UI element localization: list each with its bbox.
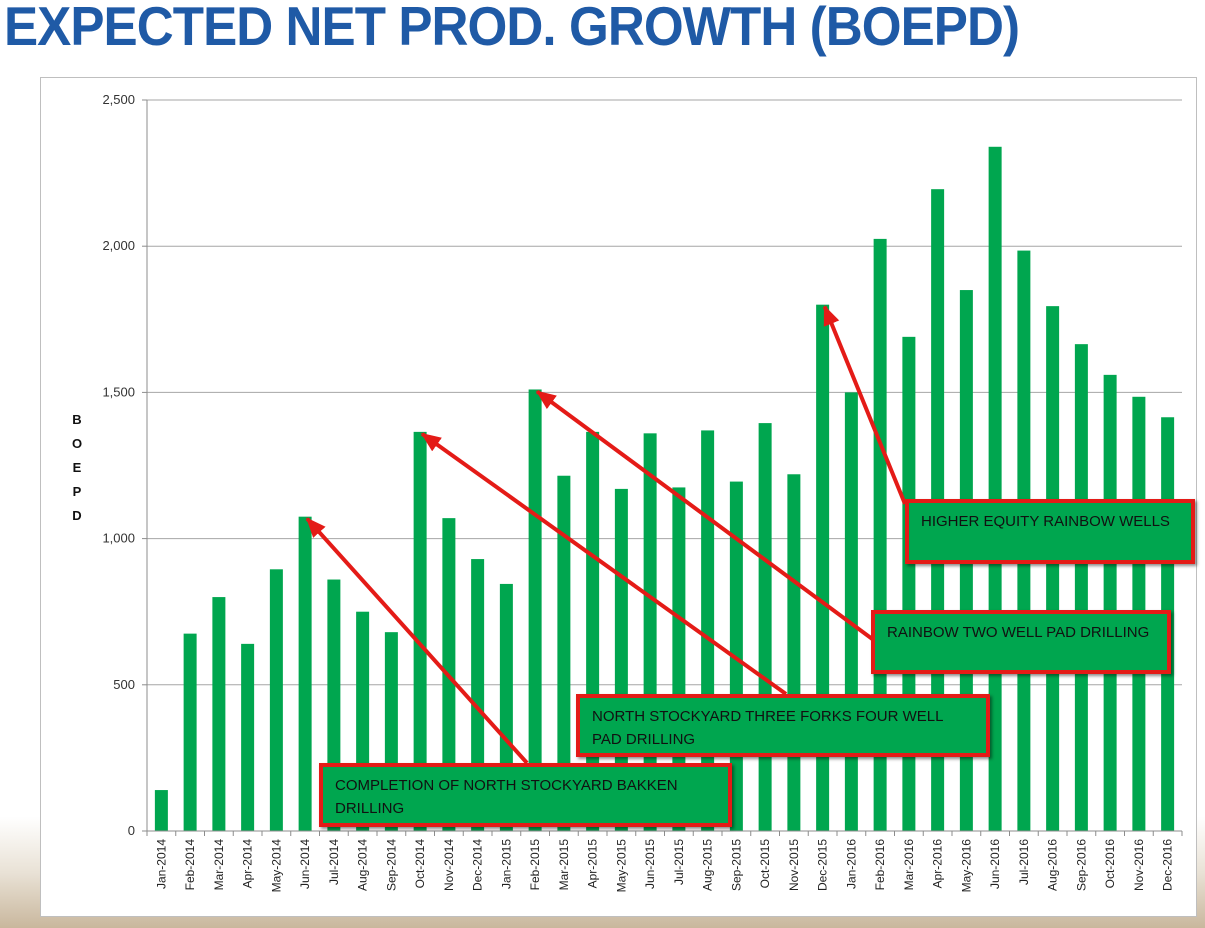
bar-may-2014 xyxy=(269,569,283,831)
x-tick-label: Aug-2016 xyxy=(1046,839,1060,891)
page-title: EXPECTED NET PROD. GROWTH (BOEPD) xyxy=(4,0,1020,57)
y-axis-label-letter: E xyxy=(73,460,82,475)
bars xyxy=(154,146,1175,832)
bar-jun-2016 xyxy=(988,146,1002,831)
callout-north-stockyard-bakken: COMPLETION OF NORTH STOCKYARD BAKKEN DRI… xyxy=(319,763,732,827)
annotation-arrow xyxy=(420,432,788,696)
x-tick-label: Nov-2015 xyxy=(787,839,801,891)
y-axis-label-letter: B xyxy=(72,412,81,427)
x-tick-label: Apr-2016 xyxy=(931,839,945,889)
annotation-arrow xyxy=(535,389,877,643)
bar-mar-2015 xyxy=(557,475,571,831)
bar-feb-2015 xyxy=(528,389,542,831)
x-tick-label: Dec-2014 xyxy=(471,839,485,891)
bar-feb-2014 xyxy=(183,633,197,831)
x-tick-label: Mar-2015 xyxy=(557,839,571,891)
y-axis-label-letter: D xyxy=(72,508,81,523)
callout-higher-equity-rainbow: HIGHER EQUITY RAINBOW WELLS xyxy=(905,499,1195,564)
x-tick-label: Jun-2015 xyxy=(643,839,657,889)
x-tick-label: Nov-2016 xyxy=(1132,839,1146,891)
x-tick-label: Apr-2015 xyxy=(586,839,600,889)
x-tick-label: Feb-2014 xyxy=(183,839,197,891)
bar-mar-2014 xyxy=(212,597,226,831)
callout-rainbow-two-well-pad: RAINBOW TWO WELL PAD DRILLING xyxy=(871,610,1171,674)
x-tick-label: Jul-2015 xyxy=(672,839,686,885)
x-tick-label: May-2015 xyxy=(614,839,628,893)
bar-oct-2016 xyxy=(1103,374,1117,831)
x-tick-label: Aug-2014 xyxy=(356,839,370,891)
y-tick-label: 0 xyxy=(128,823,135,838)
x-tick-label: Feb-2015 xyxy=(528,839,542,891)
x-tick-label: Oct-2015 xyxy=(758,839,772,889)
x-tick-label: Jun-2014 xyxy=(298,839,312,889)
x-tick-label: May-2014 xyxy=(269,839,283,893)
x-axis-ticks: Jan-2014 Feb-2014 Mar-2014 Apr-2014 May-2014… xyxy=(146,831,1183,893)
x-tick-label: Mar-2016 xyxy=(902,839,916,891)
annotation-arrow xyxy=(822,305,907,505)
x-tick-label: Sep-2016 xyxy=(1074,839,1088,891)
x-tick-label: Jun-2016 xyxy=(988,839,1002,889)
callout-three-forks-pad-drilling: NORTH STOCKYARD THREE FORKS FOUR WELL PA… xyxy=(576,694,990,757)
y-tick-label: 1,500 xyxy=(102,384,135,399)
bar-oct-2014 xyxy=(413,431,427,831)
bar-jun-2014 xyxy=(298,516,312,831)
x-tick-label: Jan-2014 xyxy=(154,839,168,889)
x-tick-label: Dec-2016 xyxy=(1161,839,1175,891)
bar-feb-2016 xyxy=(873,238,887,831)
x-tick-label: Sep-2015 xyxy=(729,839,743,891)
bar-nov-2015 xyxy=(787,474,801,831)
annotation-arrows xyxy=(305,305,907,765)
bar-sep-2016 xyxy=(1074,344,1088,831)
x-tick-label: Feb-2016 xyxy=(873,839,887,891)
y-tick-label: 2,500 xyxy=(102,92,135,107)
bar-oct-2015 xyxy=(758,423,772,831)
x-tick-label: Jul-2014 xyxy=(327,839,341,885)
x-tick-label: Oct-2014 xyxy=(413,839,427,889)
x-tick-label: Aug-2015 xyxy=(701,839,715,891)
y-axis-label-letter: P xyxy=(73,484,82,499)
x-tick-label: Apr-2014 xyxy=(241,839,255,889)
x-tick-label: Jul-2016 xyxy=(1017,839,1031,885)
y-tick-label: 2,000 xyxy=(102,238,135,253)
bar-chart: 0 500 1,000 1,500 2,000 2,500 BOEPD Jan-2014 F… xyxy=(72,92,1183,893)
annotation-arrow xyxy=(305,517,529,765)
x-tick-label: May-2016 xyxy=(959,839,973,893)
x-tick-label: Nov-2014 xyxy=(442,839,456,891)
x-tick-label: Oct-2016 xyxy=(1103,839,1117,889)
y-axis-label: BOEPD xyxy=(72,412,82,523)
x-tick-label: Jan-2015 xyxy=(499,839,513,889)
y-tick-label: 1,000 xyxy=(102,531,135,546)
y-tick-label: 500 xyxy=(113,677,135,692)
y-axis-label-letter: O xyxy=(72,436,82,451)
x-tick-label: Dec-2015 xyxy=(816,839,830,891)
bar-apr-2014 xyxy=(241,643,255,831)
bar-jan-2016 xyxy=(844,392,858,831)
x-tick-label: Jan-2016 xyxy=(844,839,858,889)
bar-aug-2016 xyxy=(1046,306,1060,832)
y-axis-ticks: 0 500 1,000 1,500 2,000 2,500 xyxy=(102,92,147,838)
bar-jan-2014 xyxy=(154,790,168,831)
x-tick-label: Sep-2014 xyxy=(384,839,398,891)
x-tick-label: Mar-2014 xyxy=(212,839,226,891)
